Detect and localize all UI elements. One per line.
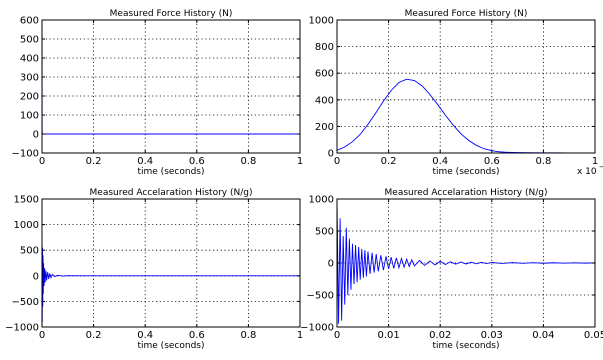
x-tick-label: 0 [39,330,45,341]
y-tick-label: −1000 [5,323,39,334]
y-tick-label: 1500 [14,195,39,206]
y-tick-label: 600 [315,69,334,80]
x-tick-label: 0.6 [189,156,205,167]
y-tick-label: 500 [20,35,39,46]
x-tick-label: 0.02 [429,330,451,341]
x-tick-label: 0.4 [137,156,153,167]
y-tick-label: −500 [12,297,39,308]
x-tick-label: 0 [334,156,340,167]
chart-title: Measured Accelaration History (N/g) [385,188,548,198]
y-tick-label: 1000 [309,195,334,206]
x-tick-label: 0 [39,156,45,167]
chart-title: Measured Accelaration History (N/g) [90,188,253,198]
axes-box [336,19,596,154]
y-tick-label: −500 [307,291,334,302]
x-tick-label: 0.8 [240,330,256,341]
x-axis-label: time (seconds) [137,341,204,351]
y-tick-label: 200 [315,122,334,133]
axes-box [41,198,301,328]
y-tick-label: 300 [20,73,39,84]
x-axis-multiplier-exponent: −3 [599,163,603,171]
x-tick-label: 0.8 [535,156,551,167]
x-tick-label: 0.4 [137,330,153,341]
x-axis-label: time (seconds) [432,167,499,177]
x-tick-label: 0.8 [240,156,256,167]
x-tick-label: 0.2 [86,156,102,167]
x-tick-label: 1 [592,156,598,167]
x-axis-multiplier: x 10 [577,167,597,177]
y-tick-label: 0 [33,130,39,141]
y-tick-label: −1000 [300,323,334,334]
y-tick-label: 200 [20,92,39,103]
series-line-1 [337,199,595,324]
x-tick-label: 0.2 [86,330,102,341]
x-tick-label: 0.01 [377,330,399,341]
x-tick-label: 0.03 [481,330,503,341]
y-tick-label: 1000 [14,220,39,231]
y-tick-label: 0 [328,259,334,270]
plot-area [337,20,595,153]
y-tick-label: 600 [20,16,39,27]
chart-panel-3: 0 0.2 0.4 0.6 0.8 1 −1000 −500 0 500 1000 1500 Measu… [5,188,303,351]
x-tick-label: 0.6 [189,330,205,341]
plot-area [42,20,300,153]
x-tick-label: 0.4 [432,156,448,167]
y-tick-label: 0 [33,271,39,282]
x-tick-label: 0.6 [484,156,500,167]
chart-panel-4: 0 0.01 0.02 0.03 0.04 0.05 −1000 −500 0 500 1000 Me… [300,188,603,351]
series-line-1 [42,229,300,322]
axes-box [41,19,301,154]
x-axis-label: time (seconds) [432,341,499,351]
x-tick-label: 0.05 [584,330,603,341]
y-tick-label: −100 [12,149,39,160]
chart-title: Measured Force History (N) [405,9,528,19]
chart-panel-2: 0 0.2 0.4 0.6 0.8 1 0 200 400 600 800 1000 Measured … [309,9,603,177]
x-tick-label: 0.2 [381,156,397,167]
chart-title: Measured Force History (N) [110,9,233,19]
y-tick-label: 500 [315,227,334,238]
x-tick-label: 1 [297,330,303,341]
x-tick-label: 1 [297,156,303,167]
x-tick-label: 0.04 [532,330,554,341]
y-tick-label: 800 [315,42,334,53]
y-tick-label: 400 [20,54,39,65]
plot-area [42,199,300,327]
x-tick-label: 0 [334,330,340,341]
y-tick-label: 0 [328,149,334,160]
y-tick-label: 100 [20,111,39,122]
y-tick-label: 400 [315,95,334,106]
chart-panel-1: 0 0.2 0.4 0.6 0.8 1−1000100200300400500600Mea… [12,9,304,177]
y-tick-label: 500 [20,246,39,257]
x-axis-label: time (seconds) [137,167,204,177]
y-tick-label: 1000 [309,16,334,27]
